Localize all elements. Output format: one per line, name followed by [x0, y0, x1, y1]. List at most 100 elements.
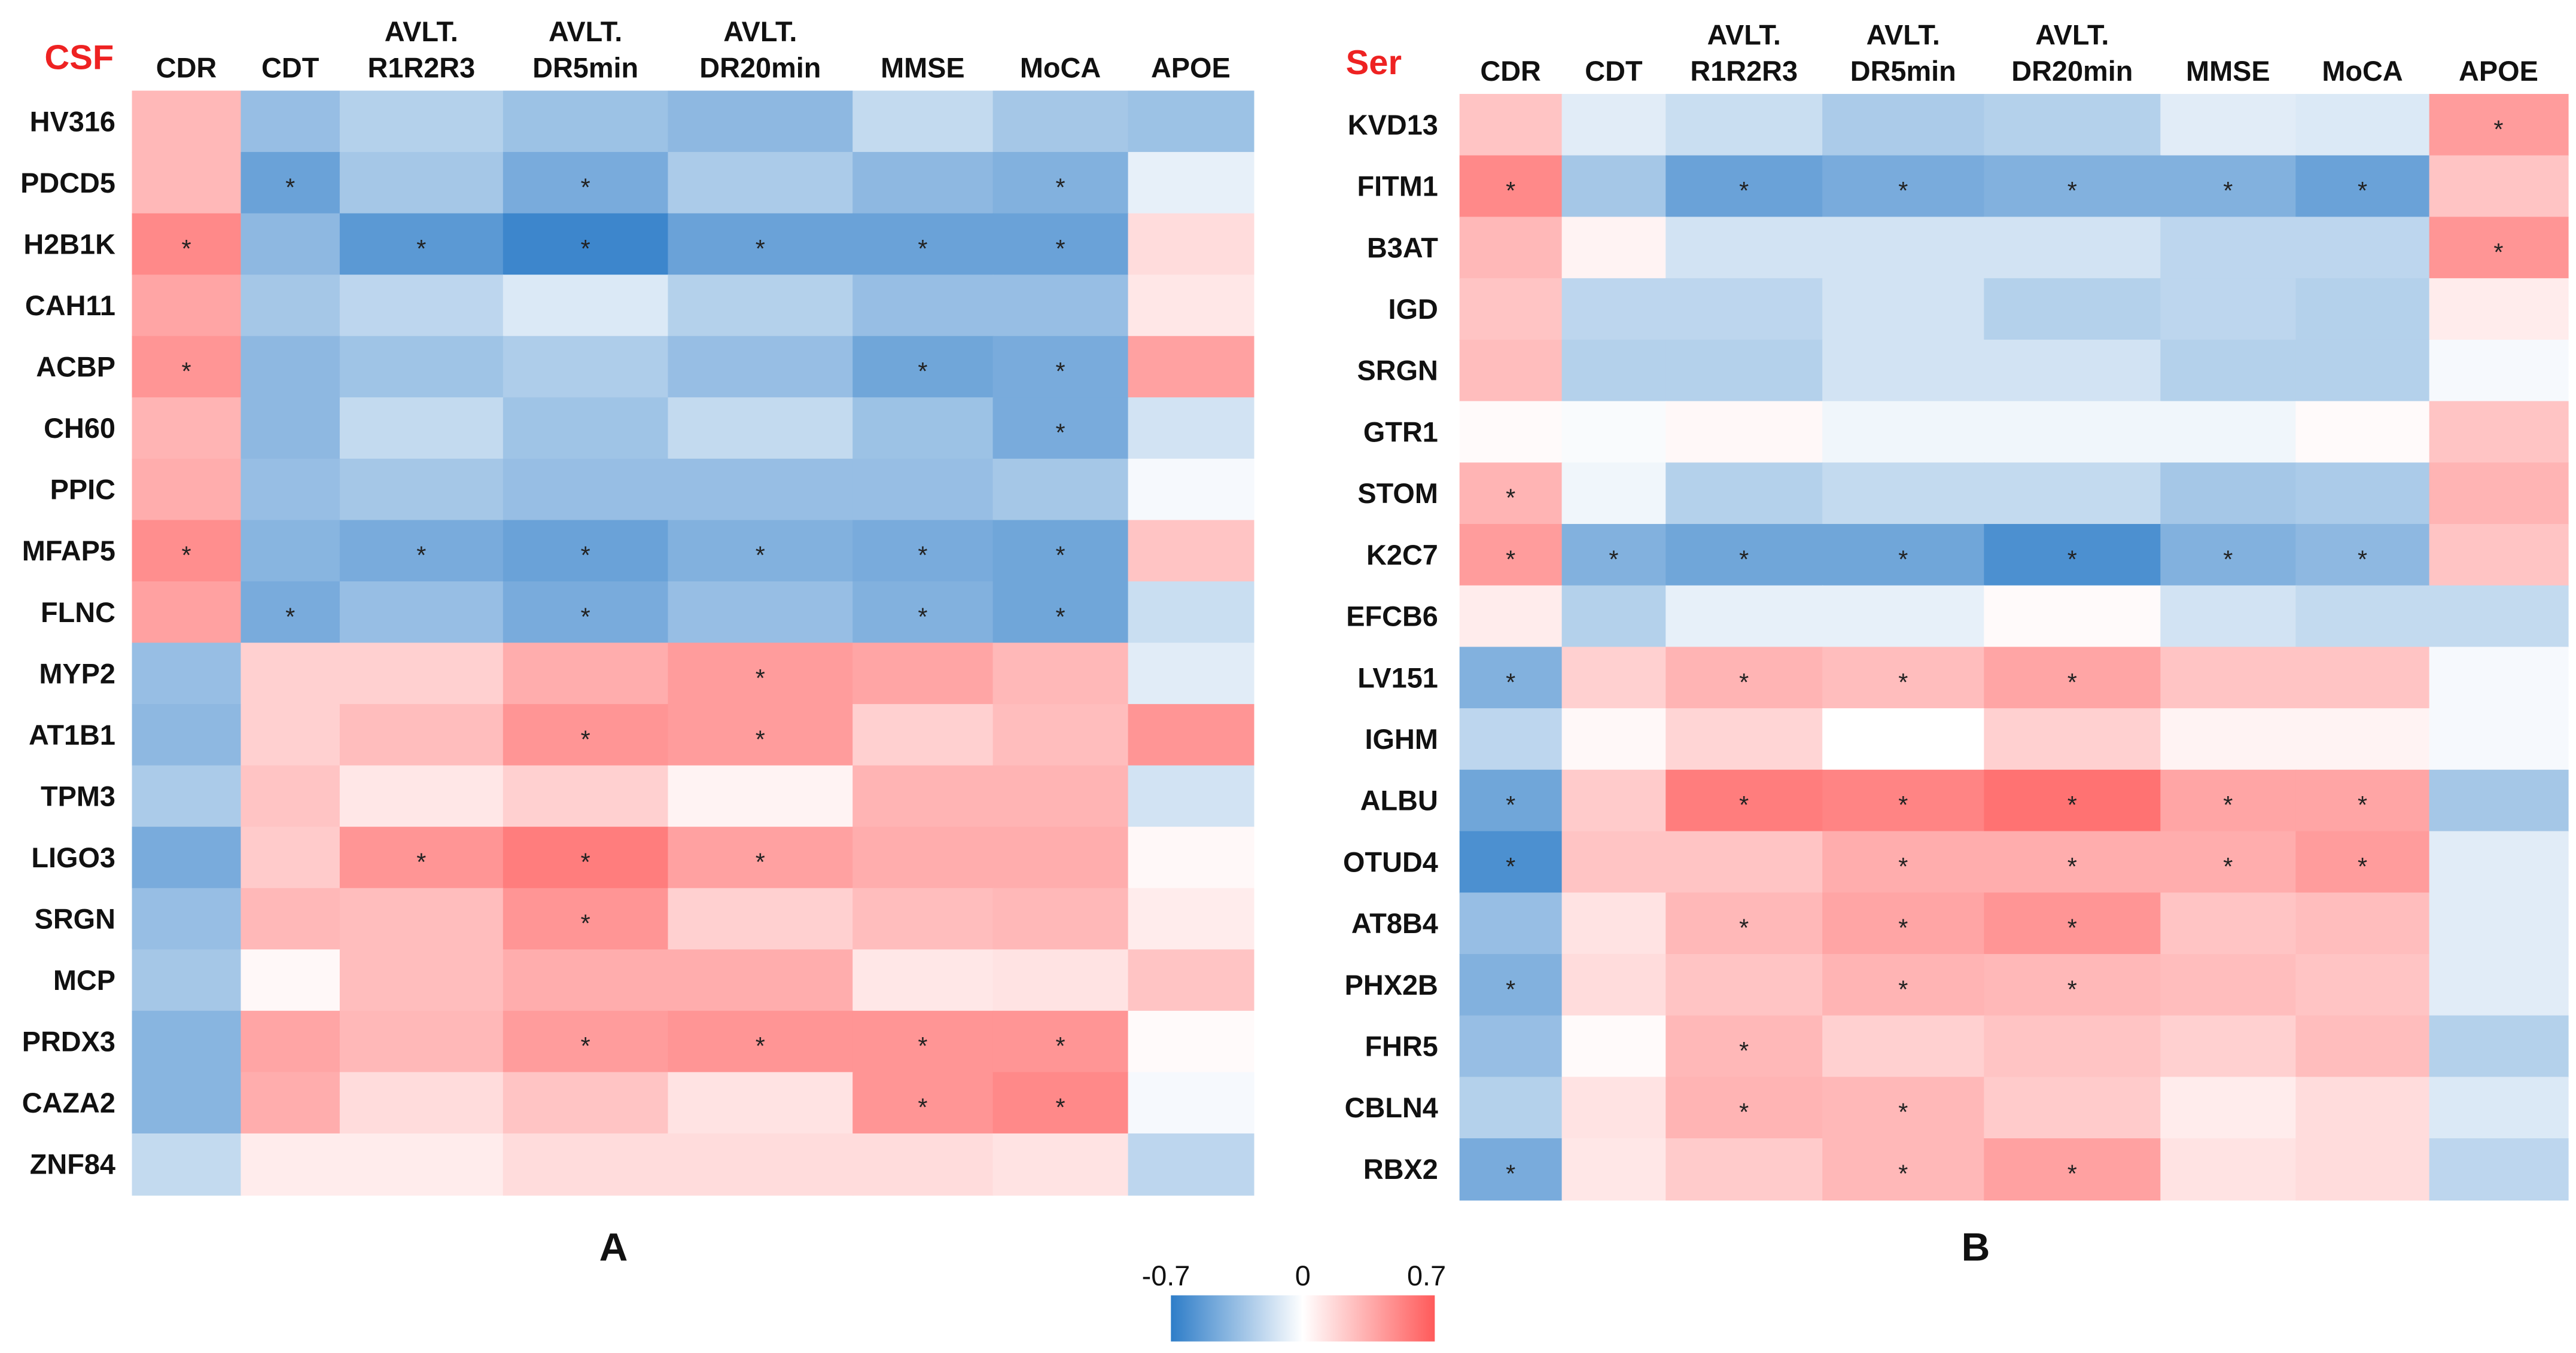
row-label: HV316 — [30, 106, 115, 137]
row-label: ACBP — [36, 352, 115, 383]
heatmap-cell — [2160, 155, 2297, 218]
heatmap-cell — [1822, 217, 1985, 279]
significance-star: * — [285, 173, 295, 201]
heatmap-cell — [132, 704, 242, 767]
heatmap-cell — [132, 888, 242, 950]
heatmap-cell — [992, 888, 1129, 950]
heatmap-cell — [668, 458, 854, 521]
heatmap-cell — [852, 581, 994, 644]
heatmap-cell — [668, 642, 854, 705]
heatmap-cell — [240, 888, 341, 950]
heatmap-cell — [1665, 1015, 1823, 1078]
heatmap-cell — [1984, 708, 2161, 771]
heatmap-cell — [1561, 217, 1667, 279]
heatmap-cell — [668, 1072, 854, 1135]
heatmap-cell — [1459, 401, 1563, 464]
significance-star: * — [918, 1032, 927, 1060]
heatmap-cell — [1128, 581, 1254, 644]
heatmap-cell — [1665, 217, 1823, 279]
row-label: CH60 — [44, 413, 115, 444]
heatmap-panel-csf: CSF A CDR CDT AVLT. R1R2R3 AVLT. DR5min AVLT. DR2… — [20, 16, 1254, 1270]
heatmap-cell — [992, 581, 1129, 644]
heatmap-cell — [2295, 892, 2431, 955]
heatmap-cell — [992, 1133, 1129, 1196]
heatmap-cell — [1459, 462, 1563, 525]
significance-star: * — [1506, 853, 1515, 880]
heatmap-cell — [339, 213, 504, 276]
heatmap-cell — [1128, 458, 1254, 521]
heatmap-cell — [668, 949, 854, 1012]
heatmap-cell — [240, 949, 341, 1012]
significance-star: * — [1739, 915, 1749, 942]
significance-star: * — [581, 1032, 590, 1060]
heatmap-cell — [132, 90, 242, 153]
colorbar-gradient — [1171, 1295, 1435, 1342]
heatmap-cell — [339, 458, 504, 521]
column-header: CDR — [1480, 56, 1541, 87]
heatmap-cell — [1984, 155, 2161, 218]
heatmap-cell — [240, 1133, 341, 1196]
heatmap-cell — [2160, 462, 2297, 525]
heatmap-cell — [1561, 401, 1667, 464]
significance-star: * — [181, 358, 191, 385]
heatmap-cell — [1459, 769, 1563, 832]
panel-title: Ser — [1346, 44, 1402, 82]
heatmap-cell — [992, 90, 1129, 153]
heatmap-cell — [1128, 213, 1254, 276]
significance-star: * — [756, 849, 765, 876]
column-header: CDT — [261, 53, 319, 84]
heatmap-cell — [339, 152, 504, 215]
heatmap-cell — [1128, 90, 1254, 153]
heatmap-cell — [339, 765, 504, 828]
significance-star: * — [1739, 1037, 1749, 1065]
heatmap-cell — [1459, 647, 1563, 709]
heatmap-cell — [339, 397, 504, 460]
column-header: MMSE — [881, 53, 965, 84]
significance-star: * — [1506, 669, 1515, 696]
heatmap-cell — [1459, 217, 1563, 279]
heatmap-cell — [1459, 892, 1563, 955]
significance-star: * — [2068, 546, 2077, 573]
significance-star: * — [1056, 1032, 1065, 1060]
heatmap-cell — [240, 581, 341, 644]
heatmap-cell — [240, 458, 341, 521]
heatmap-cell — [852, 275, 994, 337]
significance-star: * — [1506, 546, 1515, 573]
heatmap-cell — [339, 275, 504, 337]
significance-star: * — [1898, 669, 1908, 696]
heatmap-cell — [132, 1072, 242, 1135]
column-header: APOE — [1151, 53, 1231, 84]
row-label: FITM1 — [1357, 171, 1438, 202]
column-header: MoCA — [2322, 56, 2403, 87]
heatmap-cell — [2295, 708, 2431, 771]
row-label: TPM3 — [41, 781, 115, 812]
significance-star: * — [918, 235, 927, 263]
heatmap-cell — [1822, 892, 1985, 955]
heatmap-cell — [132, 1010, 242, 1073]
heatmap-cell — [992, 275, 1129, 337]
heatmap-cell — [1984, 1015, 2161, 1078]
heatmap-cell — [2295, 523, 2431, 587]
heatmap-cell — [2429, 217, 2569, 279]
significance-star: * — [2068, 915, 2077, 942]
panel-title: CSF — [44, 39, 114, 77]
heatmap-cell — [1984, 339, 2161, 402]
column-header: AVLT. DR5min — [1850, 19, 1956, 87]
heatmap-cell — [240, 213, 341, 276]
significance-star: * — [1898, 791, 1908, 819]
heatmap-cell — [2429, 708, 2569, 771]
heatmap-cell — [1128, 1010, 1254, 1073]
heatmap-cell — [132, 397, 242, 460]
heatmap-cell — [1459, 953, 1563, 1017]
significance-star: * — [1056, 358, 1065, 385]
heatmap-cell — [1665, 155, 1823, 218]
heatmap-cell — [1128, 275, 1254, 337]
heatmap-cell — [1128, 949, 1254, 1012]
heatmap-cell — [1459, 278, 1563, 341]
heatmap-cell — [1665, 892, 1823, 955]
heatmap-cell — [1128, 642, 1254, 705]
heatmap-cell — [240, 704, 341, 767]
heatmap-cell — [503, 704, 669, 767]
significance-star: * — [1898, 1160, 1908, 1187]
heatmap-cell — [2429, 769, 2569, 832]
